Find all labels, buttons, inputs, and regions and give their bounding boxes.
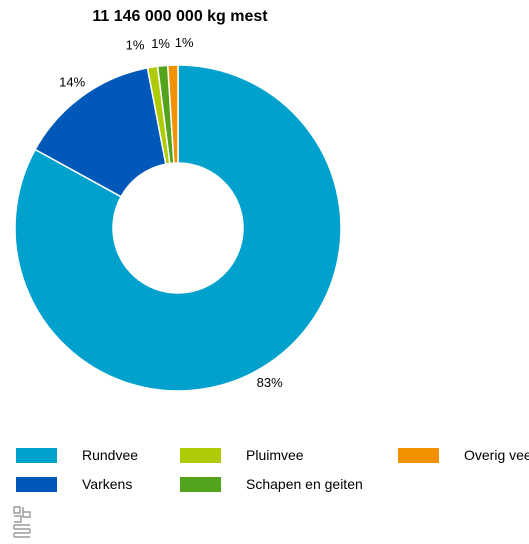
legend-swatch bbox=[16, 477, 57, 492]
slice-overig-vee bbox=[166, 64, 179, 164]
slice-label-varkens: 14% bbox=[59, 74, 85, 89]
slice-label-pluimvee: 1% bbox=[126, 37, 145, 52]
legend-label: Pluimvee bbox=[246, 447, 304, 463]
legend-swatch bbox=[180, 448, 221, 463]
legend-label: Overig vee bbox=[464, 447, 529, 463]
donut-chart: 83% 14% 1% 1% 1% bbox=[14, 35, 342, 392]
cbs-logo-icon bbox=[13, 506, 31, 538]
slice-label-schapen-en-geiten: 1% bbox=[151, 36, 170, 51]
legend-label: Schapen en geiten bbox=[246, 476, 363, 492]
legend-swatch bbox=[180, 477, 221, 492]
slice-label-rundvee: 83% bbox=[257, 375, 283, 390]
chart-title: 11 146 000 000 kg mest bbox=[92, 8, 268, 25]
legend-swatch bbox=[16, 448, 57, 463]
legend-label: Rundvee bbox=[82, 447, 139, 463]
legend-swatch bbox=[398, 448, 439, 463]
slice-label-overig-vee: 1% bbox=[175, 35, 194, 50]
slice-rundvee bbox=[14, 64, 342, 392]
legend-label: Varkens bbox=[82, 476, 133, 492]
slice-varkens bbox=[34, 67, 167, 198]
